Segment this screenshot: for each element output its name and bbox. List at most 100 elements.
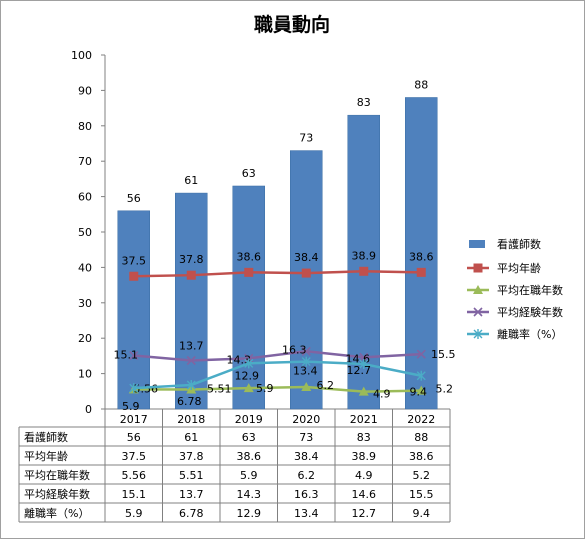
line-data-label: 38.6 bbox=[237, 250, 262, 263]
table-cell: 5.56 bbox=[122, 469, 147, 482]
x-tick-label: 2020 bbox=[292, 413, 320, 426]
bar-data-label: 56 bbox=[127, 192, 141, 205]
x-tick-label: 2022 bbox=[407, 413, 435, 426]
table-cell: 61 bbox=[184, 431, 198, 444]
table-cell: 38.4 bbox=[294, 450, 319, 463]
bar-data-label: 63 bbox=[242, 167, 256, 180]
line-data-label: 38.4 bbox=[294, 251, 319, 264]
x-tick-label: 2021 bbox=[350, 413, 378, 426]
legend-label: 看護師数 bbox=[497, 237, 541, 251]
y-tick-label: 30 bbox=[78, 297, 92, 310]
table-cell: 63 bbox=[242, 431, 256, 444]
table-cell: 14.6 bbox=[352, 488, 377, 501]
x-tick-label: 2018 bbox=[177, 413, 205, 426]
series-marker bbox=[244, 358, 254, 369]
table-cell: 56 bbox=[127, 431, 141, 444]
y-tick-label: 80 bbox=[78, 120, 92, 133]
y-tick-label: 100 bbox=[71, 49, 92, 62]
y-tick-label: 40 bbox=[78, 261, 92, 274]
y-tick-label: 0 bbox=[85, 403, 92, 416]
table-cell: 5.2 bbox=[413, 469, 431, 482]
table-cell: 5.9 bbox=[125, 507, 143, 520]
line-data-label: 5.9 bbox=[122, 400, 140, 413]
y-tick-label: 70 bbox=[78, 155, 92, 168]
line-data-label: 5.2 bbox=[436, 383, 454, 396]
table-cell: 5.51 bbox=[179, 469, 204, 482]
table-cell: 37.8 bbox=[179, 450, 204, 463]
series-marker bbox=[243, 383, 254, 393]
legend-marker bbox=[473, 329, 483, 339]
line-data-label: 38.6 bbox=[409, 250, 434, 263]
table-cell: 6.78 bbox=[179, 507, 204, 520]
line-data-label: 6.78 bbox=[177, 395, 202, 408]
line-data-label: 15.1 bbox=[114, 349, 139, 362]
line-data-label: 37.8 bbox=[179, 253, 204, 266]
table-cell: 6.2 bbox=[298, 469, 316, 482]
table-row-label: 平均在職年数 bbox=[24, 468, 90, 482]
bar bbox=[117, 210, 150, 410]
table-cell: 13.7 bbox=[179, 488, 204, 501]
y-tick-label: 10 bbox=[78, 368, 92, 381]
series-marker bbox=[186, 270, 196, 280]
legend-marker bbox=[473, 285, 483, 294]
line-data-label: 38.9 bbox=[352, 249, 377, 262]
line-data-label: 15.5 bbox=[431, 348, 456, 361]
legend-label: 平均経験年数 bbox=[497, 305, 563, 319]
series-line bbox=[133, 270, 422, 278]
line-data-label: 9.4 bbox=[410, 386, 428, 399]
line-data-label: 12.7 bbox=[347, 364, 372, 377]
series-line bbox=[133, 360, 422, 390]
table-cell: 37.5 bbox=[122, 450, 147, 463]
line-data-label: 5.51 bbox=[207, 382, 232, 395]
legend-marker bbox=[473, 263, 483, 273]
table-row-label: 離職率（%） bbox=[24, 506, 89, 520]
series-marker bbox=[416, 349, 426, 359]
line-data-label: 16.3 bbox=[282, 343, 307, 356]
table-cell: 38.6 bbox=[237, 450, 262, 463]
table-cell: 38.6 bbox=[409, 450, 434, 463]
line-data-label: 14.3 bbox=[227, 353, 252, 366]
table-cell: 9.4 bbox=[413, 507, 431, 520]
series-marker bbox=[186, 379, 196, 390]
table-cell: 14.3 bbox=[237, 488, 262, 501]
bar bbox=[405, 97, 438, 410]
table-cell: 12.9 bbox=[237, 507, 262, 520]
table-row-label: 平均年齢 bbox=[24, 449, 68, 463]
x-tick-label: 2017 bbox=[120, 413, 148, 426]
series-marker bbox=[301, 382, 312, 392]
table-cell: 15.5 bbox=[409, 488, 434, 501]
line-data-label: 13.7 bbox=[179, 340, 204, 353]
series-marker bbox=[359, 266, 369, 276]
line-data-label: 13.4 bbox=[293, 365, 318, 378]
series-marker bbox=[359, 359, 369, 370]
line-data-label: 5.9 bbox=[256, 382, 274, 395]
series-marker bbox=[359, 352, 369, 362]
table-cell: 88 bbox=[414, 431, 428, 444]
table-cell: 15.1 bbox=[122, 488, 147, 501]
bar bbox=[175, 192, 208, 410]
legend-label: 平均年齢 bbox=[497, 261, 541, 275]
legend-label: 離職率（%） bbox=[497, 327, 562, 341]
table-cell: 83 bbox=[357, 431, 371, 444]
line-data-label: 6.2 bbox=[317, 379, 335, 392]
series-marker bbox=[416, 370, 426, 381]
series-marker bbox=[129, 271, 139, 281]
table-row-label: 看護師数 bbox=[24, 430, 68, 444]
y-tick-label: 90 bbox=[78, 84, 92, 97]
line-data-label: 5.56 bbox=[134, 382, 159, 395]
bar bbox=[232, 185, 265, 410]
series-marker bbox=[186, 355, 196, 366]
table-cell: 13.4 bbox=[294, 507, 319, 520]
bar-data-label: 88 bbox=[414, 78, 428, 91]
series-marker bbox=[301, 346, 311, 356]
legend-marker bbox=[473, 307, 483, 317]
table-cell: 16.3 bbox=[294, 488, 319, 501]
line-data-label: 12.9 bbox=[235, 369, 260, 382]
table-row-label: 平均経験年数 bbox=[24, 487, 90, 501]
table-cell: 12.7 bbox=[352, 507, 377, 520]
series-marker bbox=[358, 386, 369, 396]
line-data-label: 37.5 bbox=[122, 254, 147, 267]
table-cell: 38.9 bbox=[352, 450, 377, 463]
y-tick-label: 60 bbox=[78, 191, 92, 204]
series-marker bbox=[244, 267, 254, 277]
